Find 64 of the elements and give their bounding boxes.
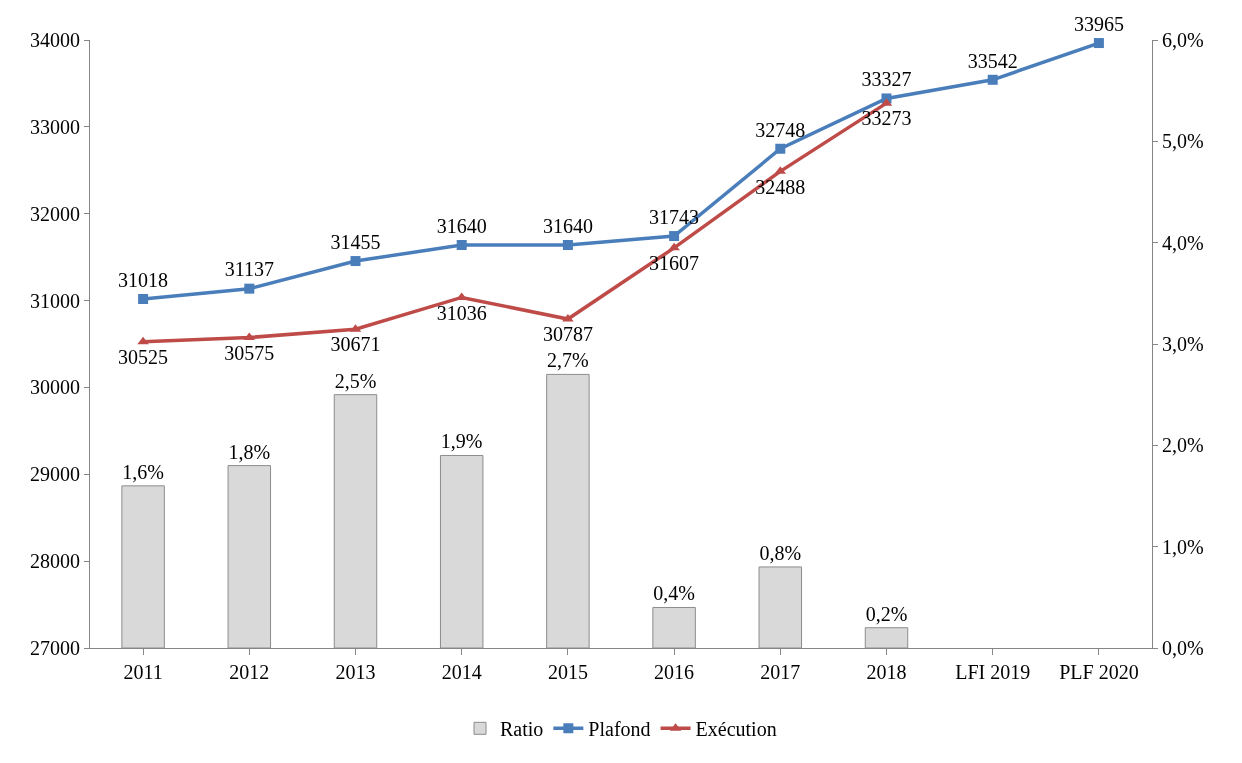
data-label: 31607	[649, 252, 700, 275]
x-tick-label: 2011	[123, 661, 163, 683]
data-label: 30787	[542, 323, 593, 346]
data-label: 0,4%	[653, 582, 695, 605]
point	[350, 256, 361, 267]
data-label: 33542	[967, 49, 1018, 72]
y2-tick-label: 0,0%	[1162, 637, 1204, 659]
data-label: 32488	[755, 175, 806, 198]
data-label: 30525	[118, 346, 169, 369]
x-tick-label: 2012	[229, 661, 270, 683]
y-tick-label: 33000	[30, 115, 80, 138]
y-tick-label: 27000	[30, 637, 80, 659]
y-tick-label: 30000	[30, 376, 80, 399]
x-tick-label: 2013	[335, 661, 376, 683]
data-label: 31137	[224, 258, 274, 281]
y2-tick-label: 2,0%	[1162, 434, 1204, 457]
data-label: 2,7%	[547, 349, 589, 372]
legend-label: Plafond	[588, 718, 651, 741]
data-label: 33327	[861, 68, 912, 91]
y2-tick-label: 6,0%	[1162, 29, 1204, 51]
data-label: 31455	[330, 230, 381, 253]
y2-tick-label: 5,0%	[1162, 130, 1204, 153]
point	[138, 294, 149, 305]
point	[775, 143, 786, 154]
legend-label: Exécution	[695, 718, 777, 741]
data-label: 0,8%	[759, 541, 802, 564]
y-tick-label: 29000	[30, 463, 80, 486]
data-label: 0,2%	[865, 602, 908, 625]
x-tick-label: LFI 2019	[955, 661, 1031, 683]
y-tick-label: 34000	[30, 29, 80, 51]
point	[669, 231, 680, 242]
legend-label: Ratio	[500, 718, 544, 741]
y2-tick-label: 4,0%	[1162, 231, 1204, 254]
data-label: 1,6%	[122, 460, 164, 483]
point	[456, 239, 467, 250]
y2-tick-label: 1,0%	[1162, 535, 1204, 558]
y-tick-label: 32000	[30, 202, 80, 225]
data-label: 31640	[436, 214, 487, 237]
data-label: 31036	[436, 301, 487, 324]
x-tick-label: 2014	[441, 661, 482, 683]
x-tick-label: PLF 2020	[1059, 661, 1139, 683]
data-label: 33273	[861, 107, 912, 130]
y2-tick-label: 3,0%	[1162, 333, 1204, 355]
point	[987, 74, 998, 85]
data-label: 33965	[1073, 12, 1124, 35]
data-label: 2,5%	[334, 369, 377, 392]
data-label: 32748	[755, 118, 806, 141]
data-label: 31743	[649, 205, 700, 228]
data-label: 31018	[118, 268, 169, 291]
point	[244, 283, 255, 294]
x-tick-label: 2017	[760, 661, 801, 683]
point	[562, 239, 573, 250]
data-label: 30575	[224, 341, 275, 364]
data-label: 1,8%	[228, 440, 271, 463]
x-tick-label: 2018	[866, 661, 907, 683]
point	[1093, 38, 1104, 49]
data-label: 1,9%	[440, 430, 483, 453]
data-label: 31640	[542, 214, 593, 237]
y-tick-label: 31000	[30, 289, 80, 312]
x-tick-label: 2016	[654, 661, 695, 683]
point	[137, 336, 149, 345]
data-label: 30671	[330, 333, 381, 356]
x-tick-label: 2015	[547, 661, 588, 683]
y-tick-label: 28000	[30, 550, 80, 573]
